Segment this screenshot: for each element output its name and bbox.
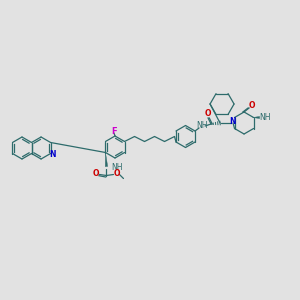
- Text: N: N: [49, 150, 55, 159]
- Text: NH: NH: [112, 163, 123, 172]
- Text: N: N: [229, 118, 235, 127]
- Text: NH: NH: [259, 113, 270, 122]
- Text: O: O: [93, 169, 99, 178]
- Text: O: O: [204, 110, 211, 118]
- Text: O: O: [249, 101, 255, 110]
- Polygon shape: [253, 116, 260, 119]
- Polygon shape: [105, 152, 108, 167]
- Text: O: O: [114, 169, 120, 178]
- Text: F: F: [111, 127, 117, 136]
- Text: NH: NH: [196, 122, 208, 130]
